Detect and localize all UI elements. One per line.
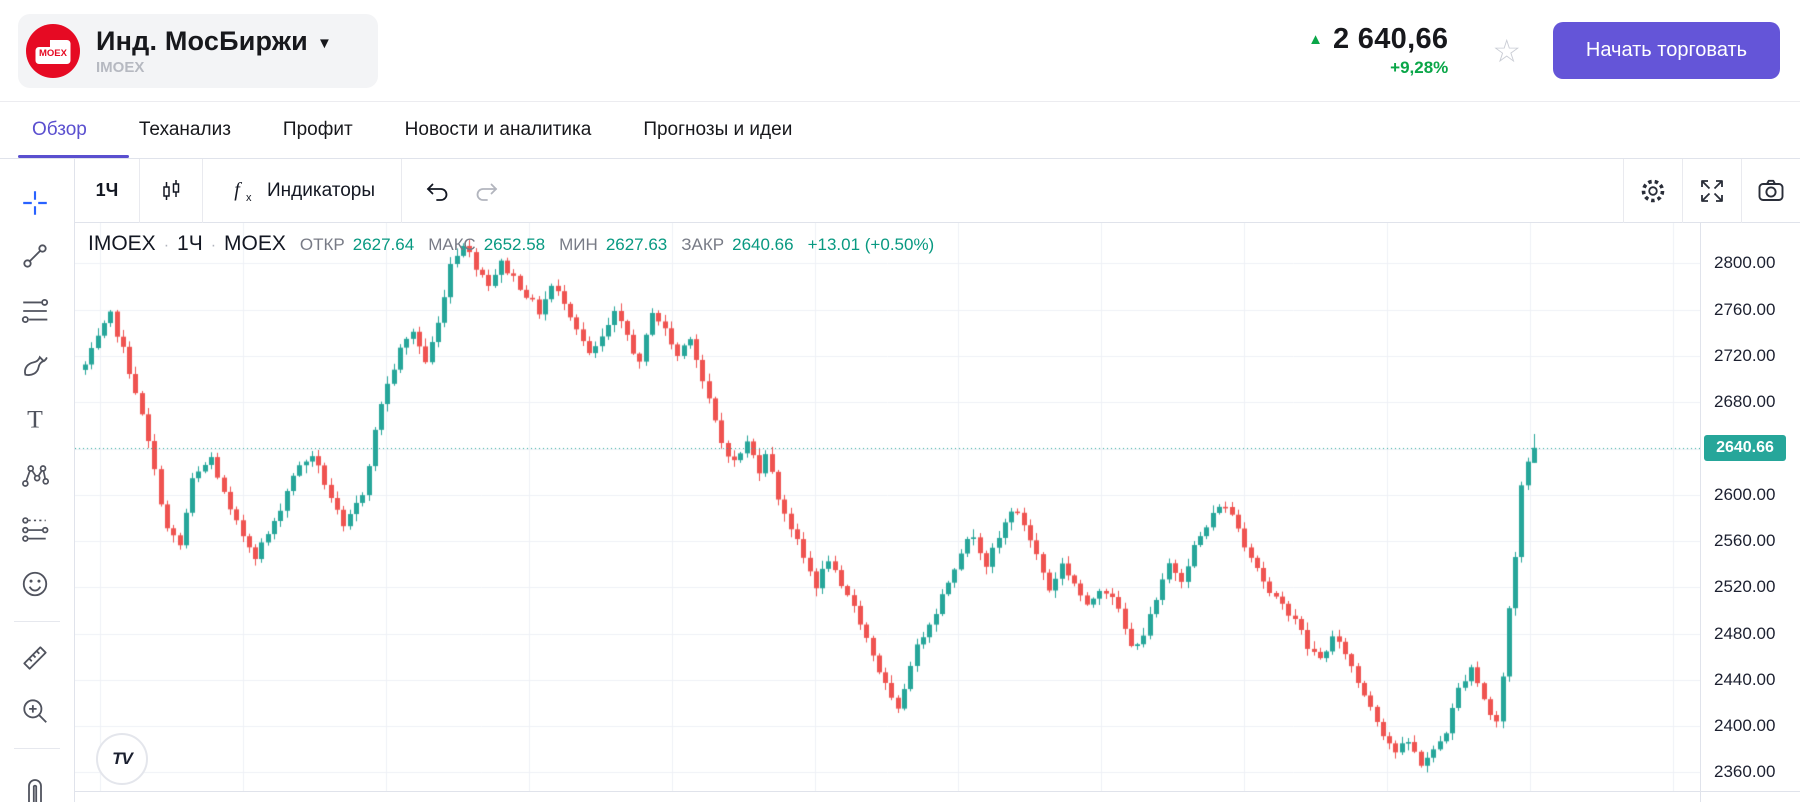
svg-text:f: f [234, 179, 242, 201]
chart-toolbar: 1Ч f x Индикаторы [75, 159, 1800, 223]
indicators-label: Индикаторы [267, 179, 376, 201]
tab-overview[interactable]: Обзор [18, 102, 129, 158]
chart-style-icon[interactable] [140, 159, 202, 223]
change-percent: +9,28% [1390, 58, 1449, 77]
price-tick: 2560.00 [1714, 531, 1776, 551]
toolbar-separator [401, 159, 403, 223]
price-tick: 2400.00 [1714, 716, 1776, 736]
price-axis[interactable]: 2640.66 2800.00 2760.00 2720.00 2680.00 2600… [1700, 223, 1800, 802]
price-tick: 2520.00 [1714, 577, 1776, 597]
chart-toolbar-right [1623, 159, 1800, 223]
symbol-selector[interactable]: MOEX Инд. МосБиржи ▼ IMOEX [18, 13, 378, 88]
fib-retracement-icon[interactable] [15, 291, 55, 331]
price-tick: 2480.00 [1714, 623, 1776, 643]
tab-technical-analysis[interactable]: Теханализ [138, 119, 231, 140]
toolbar-separator [1623, 159, 1624, 223]
magnet-icon[interactable] [15, 771, 55, 802]
price-tick: 2800.00 [1714, 253, 1776, 273]
price-tick: 2360.00 [1714, 762, 1776, 782]
text-tool-icon[interactable]: T [15, 399, 55, 439]
favorite-star-icon[interactable]: ☆ [1492, 32, 1521, 69]
emoji-icon[interactable] [15, 564, 55, 604]
indicators-button[interactable]: f x Индикаторы [203, 159, 401, 223]
toolbar-separator [202, 159, 203, 223]
toolbar-separator [1741, 159, 1742, 223]
quote-block: ▲ 2 640,66 +9,28% [1308, 23, 1448, 78]
drawing-toolbar: T [0, 159, 75, 802]
toolbar-separator [139, 159, 140, 223]
page-title: Инд. МосБиржи [96, 25, 308, 56]
toolbar-separator [1682, 159, 1683, 223]
price-tick: 2760.00 [1714, 299, 1776, 319]
tradingview-logo[interactable]: TV [96, 733, 148, 785]
start-trading-button[interactable]: Начать торговать [1553, 22, 1780, 79]
svg-text:MOEX: MOEX [39, 48, 68, 59]
plot-bottom-border [75, 791, 1800, 792]
xabcd-pattern-icon[interactable] [15, 456, 55, 496]
current-price-label: 2640.66 [1704, 434, 1786, 461]
last-price: 2 640,66 [1333, 23, 1449, 55]
zoom-in-icon[interactable] [15, 691, 55, 731]
svg-text:T: T [27, 405, 43, 434]
redo-icon[interactable] [462, 159, 514, 223]
undo-icon[interactable] [410, 159, 462, 223]
fullscreen-icon[interactable] [1683, 159, 1741, 223]
chart-plot[interactable]: IMOEX · 1Ч · MOEX ОТКР 2627.64 МАКС 2652… [75, 223, 1700, 791]
symbol-texts: Инд. МосБиржи ▼ IMOEX [96, 26, 332, 76]
price-tick: 2440.00 [1714, 669, 1776, 689]
chevron-down-icon: ▼ [316, 34, 332, 52]
interval-button[interactable]: 1Ч [75, 159, 139, 223]
tab-profit[interactable]: Профит [282, 119, 353, 140]
screenshot-camera-icon[interactable] [1742, 159, 1800, 223]
candlestick-canvas[interactable] [75, 223, 1700, 791]
price-tick: 2680.00 [1714, 392, 1776, 412]
trend-line-icon[interactable] [15, 236, 55, 276]
price-tick: 2720.00 [1714, 346, 1776, 366]
crosshair-icon[interactable] [15, 183, 55, 223]
up-arrow-icon: ▲ [1308, 31, 1324, 48]
toolbar-divider [14, 621, 60, 622]
projection-icon[interactable] [15, 509, 55, 549]
brush-icon[interactable] [15, 346, 55, 386]
moex-logo-icon: MOEX [26, 23, 80, 78]
toolbar-divider [14, 748, 60, 749]
price-tick: 2600.00 [1714, 484, 1776, 504]
measure-ruler-icon[interactable] [15, 638, 55, 678]
svg-text:x: x [246, 192, 252, 204]
header: MOEX Инд. МосБиржи ▼ IMOEX ▲ 2 640,66 +9… [0, 0, 1800, 101]
tab-news-analytics[interactable]: Новости и аналитика [404, 119, 592, 140]
chart-widget: T [0, 158, 1800, 802]
section-tabs: Обзор Теханализ Профит Новости и аналити… [0, 101, 1800, 158]
ticker-label: IMOEX [96, 58, 145, 76]
settings-gear-icon[interactable] [1624, 159, 1682, 223]
tab-forecasts-ideas[interactable]: Прогнозы и идеи [643, 119, 793, 140]
